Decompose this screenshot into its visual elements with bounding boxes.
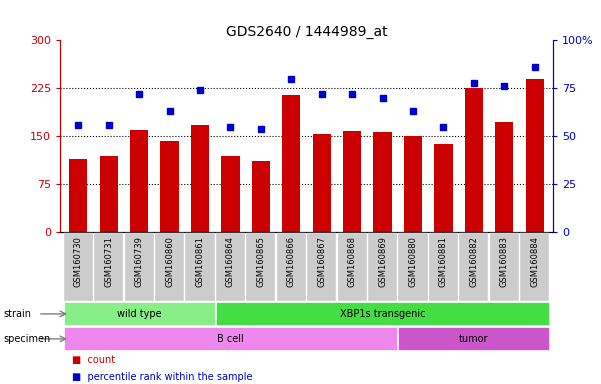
Bar (100, 156, 118, 232)
Text: GSM160731: GSM160731 (105, 236, 113, 286)
Bar (216, 303, 549, 325)
Text: GSM160884: GSM160884 (530, 236, 539, 286)
Bar (276, 233, 306, 301)
Text: GSM160864: GSM160864 (226, 236, 235, 286)
Text: GSM160869: GSM160869 (378, 236, 387, 286)
Bar (343, 131, 361, 232)
Bar (373, 132, 392, 232)
Bar (191, 125, 209, 232)
Bar (465, 88, 483, 232)
Text: GSM160881: GSM160881 (439, 236, 448, 286)
Text: GSM160865: GSM160865 (257, 236, 266, 286)
Text: tumor: tumor (459, 334, 489, 344)
Bar (282, 95, 300, 232)
Bar (429, 233, 458, 301)
Text: ■  percentile rank within the sample: ■ percentile rank within the sample (72, 372, 252, 382)
Bar (216, 233, 245, 301)
Text: GSM160866: GSM160866 (287, 236, 296, 287)
Text: GSM160867: GSM160867 (317, 236, 326, 287)
Bar (160, 141, 178, 232)
Bar (186, 233, 215, 301)
Bar (124, 233, 154, 301)
Text: GSM160868: GSM160868 (347, 236, 356, 287)
Bar (520, 233, 549, 301)
Bar (94, 233, 123, 301)
Text: B cell: B cell (217, 334, 244, 344)
Text: specimen: specimen (3, 334, 50, 344)
Bar (525, 79, 544, 232)
Text: GSM160880: GSM160880 (409, 236, 418, 286)
Bar (69, 159, 88, 232)
Bar (490, 233, 519, 301)
Bar (64, 303, 215, 325)
Text: GSM160739: GSM160739 (135, 236, 144, 286)
Text: GSM160883: GSM160883 (500, 236, 508, 287)
Bar (252, 161, 270, 232)
Title: GDS2640 / 1444989_at: GDS2640 / 1444989_at (226, 25, 387, 39)
Text: ■  count: ■ count (72, 355, 115, 365)
Bar (398, 233, 427, 301)
Text: GSM160882: GSM160882 (469, 236, 478, 286)
Bar (155, 233, 185, 301)
Bar (459, 233, 489, 301)
Bar (130, 130, 148, 232)
Bar (64, 328, 397, 350)
Bar (368, 233, 397, 301)
Bar (307, 233, 337, 301)
Bar (398, 328, 549, 350)
Text: wild type: wild type (117, 309, 162, 319)
Bar (435, 144, 453, 232)
Text: GSM160860: GSM160860 (165, 236, 174, 286)
Bar (64, 233, 93, 301)
Bar (338, 233, 367, 301)
Text: XBP1s transgenic: XBP1s transgenic (340, 309, 426, 319)
Bar (404, 136, 422, 232)
Text: GSM160861: GSM160861 (195, 236, 204, 286)
Text: strain: strain (3, 309, 31, 319)
Bar (313, 134, 331, 232)
Bar (221, 156, 240, 232)
Bar (246, 233, 275, 301)
Text: GSM160730: GSM160730 (74, 236, 83, 286)
Bar (495, 122, 513, 232)
